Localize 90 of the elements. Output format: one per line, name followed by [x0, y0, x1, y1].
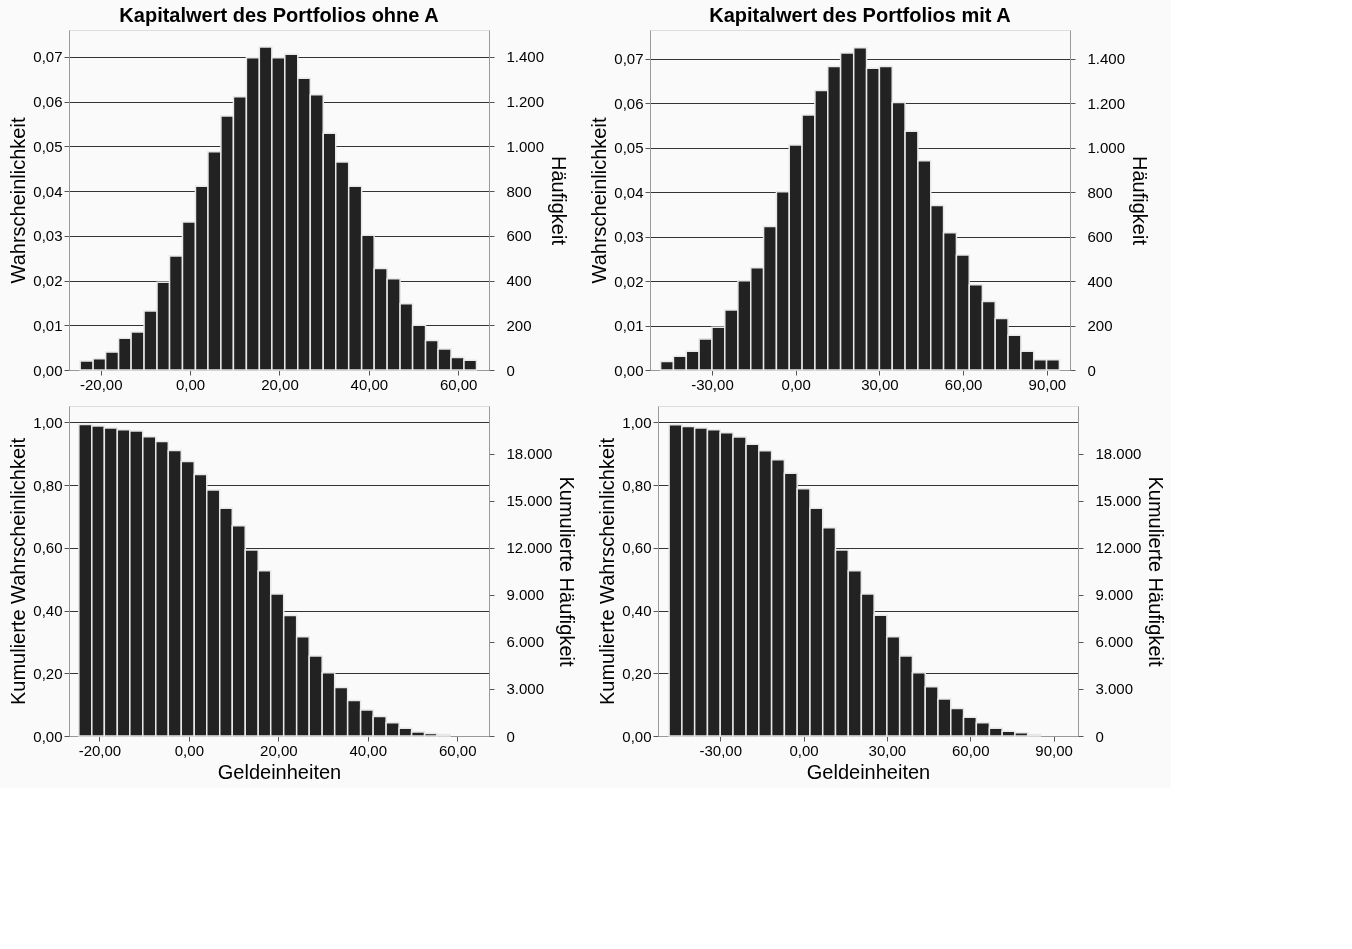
y-tick-label: 0,06 — [614, 94, 644, 112]
x-tick-label: 60,00 — [944, 375, 983, 393]
x-tick-label: 40,00 — [350, 375, 389, 393]
x-tick-label: 60,00 — [438, 741, 477, 759]
y2-axis-title: Häufigkeit — [548, 156, 571, 246]
y-tick-label: 0,02 — [33, 272, 63, 290]
y2-axis-title: Häufigkeit — [1129, 156, 1152, 246]
y-tick-label: 0,00 — [33, 361, 63, 379]
y-tick-label: 0,00 — [622, 727, 652, 745]
y2-axis-title: Kumulierte Häufigkeit — [1145, 476, 1168, 667]
x-tick-label: 90,00 — [1028, 375, 1067, 393]
y-tick-label: 0,20 — [622, 664, 652, 682]
y-tick-label: 0,40 — [33, 602, 63, 620]
y2-tick-label: 400 — [1087, 272, 1113, 290]
y2-tick-label: 1.000 — [506, 137, 545, 155]
y2-tick-label: 12.000 — [506, 539, 553, 557]
y-tick-label: 0,80 — [33, 476, 63, 494]
y-tick-label: 0,01 — [33, 316, 63, 334]
x-tick-label: 90,00 — [1035, 741, 1073, 759]
x-tick-label: -20,00 — [79, 375, 123, 393]
x-tick-label: -20,00 — [78, 741, 122, 759]
y2-tick-label: 600 — [506, 227, 532, 245]
y-axis-title: Wahrscheinlichkeit — [7, 117, 30, 284]
x-tick-label: -30,00 — [699, 741, 742, 759]
y2-tick-label: 12.000 — [1095, 539, 1142, 557]
y2-tick-label: 0 — [1087, 361, 1096, 379]
x-tick-label: 40,00 — [349, 741, 388, 759]
x-tick-label: 60,00 — [951, 741, 990, 759]
y2-tick-label: 9.000 — [506, 586, 545, 604]
y-tick-label: 0,00 — [33, 727, 63, 745]
y2-tick-label: 1.200 — [1087, 94, 1126, 112]
y-tick-label: 0,05 — [614, 139, 644, 157]
y2-tick-label: 200 — [1087, 317, 1113, 335]
y2-tick-label: 1.000 — [1087, 139, 1126, 157]
y2-tick-label: 400 — [506, 272, 532, 290]
y2-tick-label: 600 — [1087, 228, 1113, 246]
y-tick-label: 0,80 — [622, 476, 652, 494]
chart-title: Kapitalwert des Portfolios mit A — [709, 4, 1011, 26]
y-axis-title: Kumulierte Wahrscheinlichkeit — [596, 437, 619, 706]
y-axis-title: Kumulierte Wahrscheinlichkeit — [7, 437, 30, 706]
x-tick-label: 0,00 — [175, 375, 206, 393]
x-axis-title: Geldeinheiten — [806, 760, 931, 783]
y-tick-label: 0,03 — [33, 227, 63, 245]
x-tick-label: -30,00 — [691, 375, 734, 393]
y-tick-label: 0,00 — [614, 361, 644, 379]
x-tick-label: 20,00 — [261, 375, 299, 393]
y2-tick-label: 0 — [506, 727, 515, 745]
y2-tick-label: 800 — [506, 182, 532, 200]
chart-title: Kapitalwert des Portfolios ohne A — [119, 4, 439, 26]
y-tick-label: 0,02 — [614, 272, 644, 290]
y-tick-label: 0,05 — [33, 137, 63, 155]
x-tick-label: 20,00 — [260, 741, 298, 759]
y2-tick-label: 6.000 — [506, 633, 545, 651]
y2-tick-label: 18.000 — [1095, 445, 1142, 463]
y2-tick-label: 9.000 — [1095, 586, 1134, 604]
y2-tick-label: 0 — [506, 361, 515, 379]
y-tick-label: 0,03 — [614, 228, 644, 246]
y2-tick-label: 1.400 — [1087, 50, 1126, 68]
y2-tick-label: 0 — [1095, 727, 1104, 745]
y2-tick-label: 3.000 — [1095, 680, 1134, 698]
y-tick-label: 0,06 — [33, 93, 63, 111]
y2-tick-label: 200 — [506, 316, 532, 334]
x-tick-label: 60,00 — [439, 375, 478, 393]
y2-tick-label: 18.000 — [506, 445, 553, 463]
y-tick-label: 0,60 — [33, 539, 63, 557]
y-tick-label: 0,07 — [614, 50, 644, 68]
y-tick-label: 0,07 — [33, 48, 63, 66]
y2-tick-label: 1.400 — [506, 48, 545, 66]
y2-tick-label: 1.200 — [506, 93, 545, 111]
x-tick-label: 30,00 — [868, 741, 907, 759]
y-tick-label: 1,00 — [622, 413, 652, 431]
y-tick-label: 0,20 — [33, 664, 63, 682]
y-tick-label: 0,04 — [33, 182, 63, 200]
y-tick-label: 0,60 — [622, 539, 652, 557]
y-axis-title: Wahrscheinlichkeit — [588, 117, 611, 284]
x-axis-title: Geldeinheiten — [217, 760, 342, 783]
y2-tick-label: 15.000 — [506, 492, 553, 510]
x-tick-label: 0,00 — [781, 375, 811, 393]
y-tick-label: 0,40 — [622, 602, 652, 620]
y-tick-label: 0,01 — [614, 317, 644, 335]
y-tick-label: 1,00 — [33, 413, 63, 431]
x-tick-label: 0,00 — [789, 741, 819, 759]
y2-tick-label: 3.000 — [506, 680, 545, 698]
y-tick-label: 0,04 — [614, 183, 644, 201]
y2-tick-label: 6.000 — [1095, 633, 1134, 651]
x-tick-label: 0,00 — [174, 741, 204, 759]
y2-axis-title: Kumulierte Häufigkeit — [556, 476, 579, 667]
y2-tick-label: 15.000 — [1095, 492, 1142, 510]
y2-tick-label: 800 — [1087, 183, 1113, 201]
x-tick-label: 30,00 — [861, 375, 899, 393]
